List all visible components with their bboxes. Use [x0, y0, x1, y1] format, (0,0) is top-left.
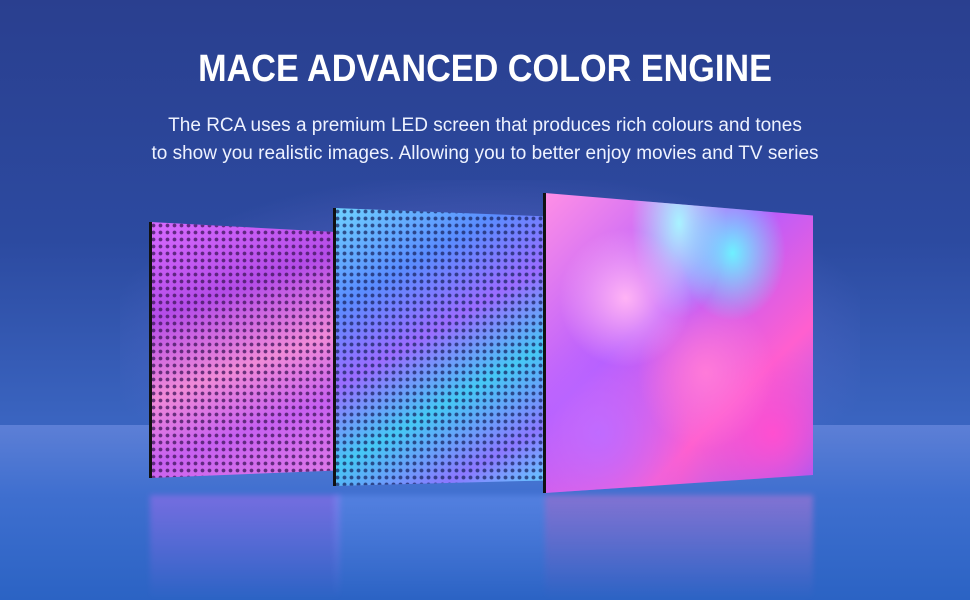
description-line-1: The RCA uses a premium LED screen that p…	[168, 115, 802, 136]
panel-reflection	[334, 495, 546, 600]
panel-reflection	[150, 495, 340, 600]
description-line-2: to show you realistic images. Allowing y…	[151, 143, 819, 164]
panel-edge	[149, 222, 152, 478]
panel-edge	[333, 208, 336, 486]
page-title: MACE ADVANCED COLOR ENGINE	[198, 48, 772, 90]
panel-reflection	[545, 495, 813, 600]
led-panel-blue	[334, 208, 546, 486]
panel-edge	[543, 193, 546, 493]
description: The RCA uses a premium LED screen that p…	[0, 112, 970, 168]
full-color-screen	[545, 193, 813, 493]
led-panel-pink	[150, 222, 340, 478]
